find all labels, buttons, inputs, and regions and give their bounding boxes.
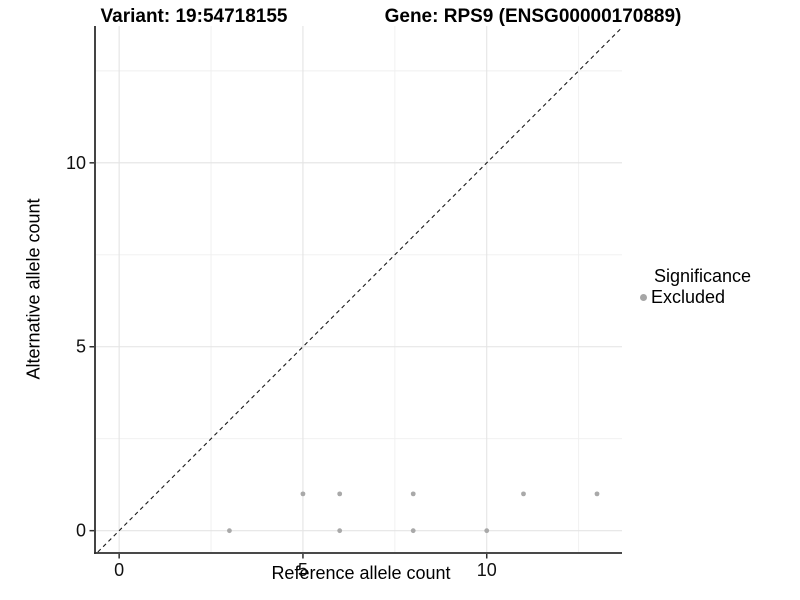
data-point (410, 491, 416, 497)
gene-title: Gene: RPS9 (ENSG00000170889) (384, 6, 682, 27)
data-point (594, 491, 600, 497)
legend-item-label: Excluded (651, 287, 726, 307)
data-point (484, 528, 490, 534)
excluded-point-icon (640, 294, 647, 301)
y-tick-label: 0 (76, 521, 86, 541)
x-axis-label: Reference allele count (271, 563, 451, 583)
data-point (300, 491, 306, 497)
data-point (227, 528, 232, 534)
identity-reference-line (97, 27, 623, 553)
y-tick-label: 5 (76, 337, 86, 357)
x-tick-label: 0 (114, 560, 124, 580)
legend-title: Significance (654, 266, 752, 286)
x-tick-label: 10 (477, 560, 497, 580)
variant-title: Variant: 19:54718155 (100, 6, 288, 27)
data-point (410, 528, 416, 534)
legend: Significance Excluded (640, 266, 751, 308)
data-point (337, 528, 343, 534)
y-tick-label: 10 (66, 153, 86, 173)
data-point (521, 491, 526, 497)
x-tick-label: 5 (298, 560, 308, 580)
y-axis-label: Alternative allele count (23, 198, 44, 380)
data-point (337, 491, 343, 497)
legend-item-excluded: Excluded (640, 287, 751, 308)
